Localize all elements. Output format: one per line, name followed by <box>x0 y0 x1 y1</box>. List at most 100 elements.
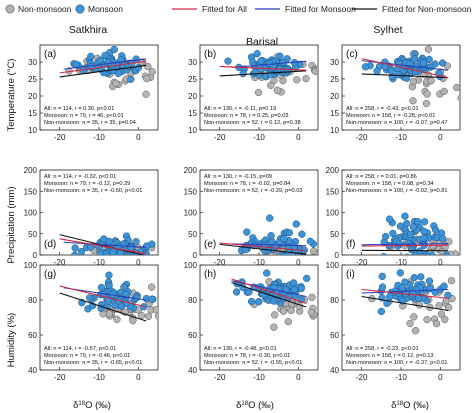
monsoon-point <box>266 59 274 68</box>
monsoon-point <box>394 70 402 79</box>
monsoon-point <box>409 223 417 231</box>
monsoon-point <box>105 271 113 279</box>
fit-line-nonmonsoon <box>361 295 449 312</box>
nonmonsoon-point <box>310 247 318 255</box>
monsoon-point <box>396 269 404 277</box>
monsoon-point <box>407 245 416 254</box>
nonmonsoon-point <box>307 308 316 316</box>
monsoon-point <box>378 272 386 281</box>
x-tick-label: 0 <box>136 373 141 382</box>
stat-line: Monsoon: n = 78, r = -0.30, p<0.01 <box>204 353 290 359</box>
x-tick-label: -20 <box>54 373 66 382</box>
monsoon-point <box>425 55 433 64</box>
panel-i: 40 60 80 100 -20 -10 0 (i) All: n = 258, r = -0.… <box>326 261 461 382</box>
x-tick-label: -20 <box>214 258 226 267</box>
panel-letter: (d) <box>44 239 56 250</box>
monsoon-point <box>396 222 405 230</box>
x-axis-label-col2: δ18O (‰) <box>236 400 274 411</box>
nonmonsoon-point <box>424 45 433 53</box>
monsoon-point <box>96 56 104 64</box>
nonmonsoon-point <box>302 74 310 83</box>
monsoon-point <box>276 52 284 60</box>
x-tick-label: 0 <box>296 133 301 142</box>
x-axis-label-col1: δ18O (‰) <box>73 400 111 411</box>
y-tick-label: 10 <box>28 126 37 135</box>
nonmonsoon-point <box>441 315 449 324</box>
monsoon-point <box>132 238 140 246</box>
x-tick-label: -10 <box>93 373 105 382</box>
nonmonsoon-point <box>423 315 431 324</box>
y-tick-label: 30 <box>188 58 197 67</box>
legend: Non-monsoon Monsoon Fitted for All Fitte… <box>5 4 472 14</box>
legend-monsoon-marker <box>75 4 85 14</box>
x-tick-label: -10 <box>395 133 407 142</box>
nonmonsoon-point <box>137 311 146 320</box>
panel-d: 0 50 100 150 200 -20 -10 0 (d) All: n = 114, r = … <box>24 166 159 267</box>
x-tick-label: -20 <box>214 133 226 142</box>
monsoon-point <box>85 294 94 302</box>
nonmonsoon-point <box>284 318 293 326</box>
legend-monsoon-label: Monsoon <box>88 4 123 14</box>
column-title-satkhira: Satkhira <box>69 24 108 36</box>
y-tick-label: 200 <box>184 166 198 175</box>
y-tick-label: 30 <box>28 58 37 67</box>
y-tick-label: 20 <box>330 92 339 101</box>
nonmonsoon-point <box>319 248 326 255</box>
y-tick-label: 30 <box>330 58 339 67</box>
monsoon-point <box>257 57 265 65</box>
monsoon-point <box>71 244 79 252</box>
y-tick-label: 15 <box>188 109 197 118</box>
stat-line: Non-monsoon: n = 52, r = -0.55, p<0.01 <box>204 360 302 366</box>
y-tick-label: 40 <box>28 366 37 375</box>
monsoon-point <box>425 277 434 285</box>
y-tick-label: 100 <box>326 209 340 218</box>
x-tick-label: 0 <box>136 133 141 142</box>
nonmonsoon-point <box>142 90 150 98</box>
monsoon-point <box>378 283 387 291</box>
y-tick-label: 20 <box>28 92 37 101</box>
monsoon-point <box>404 239 412 247</box>
monsoon-point <box>143 242 151 250</box>
monsoon-point <box>71 251 79 255</box>
nonmonsoon-point <box>270 323 278 331</box>
monsoon-point <box>292 220 300 228</box>
fit-line-nonmonsoon <box>59 64 147 78</box>
panel-plot-area <box>361 45 460 108</box>
nonmonsoon-point <box>457 253 460 255</box>
nonmonsoon-point <box>432 319 441 328</box>
panel-plot-area <box>219 214 326 255</box>
monsoon-point <box>381 232 390 241</box>
monsoon-point <box>389 229 397 238</box>
y-tick-label: 200 <box>24 166 38 175</box>
y-tick-label: 0 <box>335 251 340 260</box>
monsoon-point <box>117 256 124 263</box>
fit-line-nonmonsoon <box>59 292 147 322</box>
panel-letter: (i) <box>346 269 355 280</box>
x-tick-label: -10 <box>253 133 265 142</box>
x-tick-label: -10 <box>253 258 265 267</box>
nonmonsoon-point <box>447 276 456 285</box>
y-tick-label: 20 <box>188 92 197 101</box>
panel-c: 10 15 20 25 30 -20 -10 0 (c) All: n = 258, r = -0… <box>330 44 461 142</box>
y-tick-label: 0 <box>33 251 38 260</box>
stat-line: All: n = 114, r = 0.30, p<0.01 <box>44 106 114 112</box>
x-tick-label: 0 <box>296 373 301 382</box>
monsoon-point <box>420 218 429 226</box>
monsoon-point <box>419 59 428 67</box>
y-tick-label: 80 <box>28 296 37 305</box>
monsoon-point <box>253 50 261 58</box>
monsoon-point <box>426 63 435 71</box>
y-tick-label: 150 <box>24 187 38 196</box>
stat-line: Non-monsoon: n = 100, r = -0.02, p=0.81 <box>346 188 448 194</box>
monsoon-point <box>109 248 117 255</box>
panel-g: 40 60 80 100 -20 -10 0 (g) All: n = 114, r = -0.… <box>24 261 159 382</box>
monsoon-point <box>361 63 370 71</box>
panel-plot-area <box>59 232 156 263</box>
monsoon-point <box>303 274 311 283</box>
panel-f: 0 50 100 150 200 -20 -10 0 (f) All: n = 258, r = … <box>326 166 461 267</box>
y-tick-label: 15 <box>28 109 37 118</box>
x-tick-label: -20 <box>356 133 368 142</box>
fit-line-monsoon <box>63 58 147 70</box>
monsoon-point <box>386 293 394 301</box>
y-tick-label: 50 <box>188 230 197 239</box>
